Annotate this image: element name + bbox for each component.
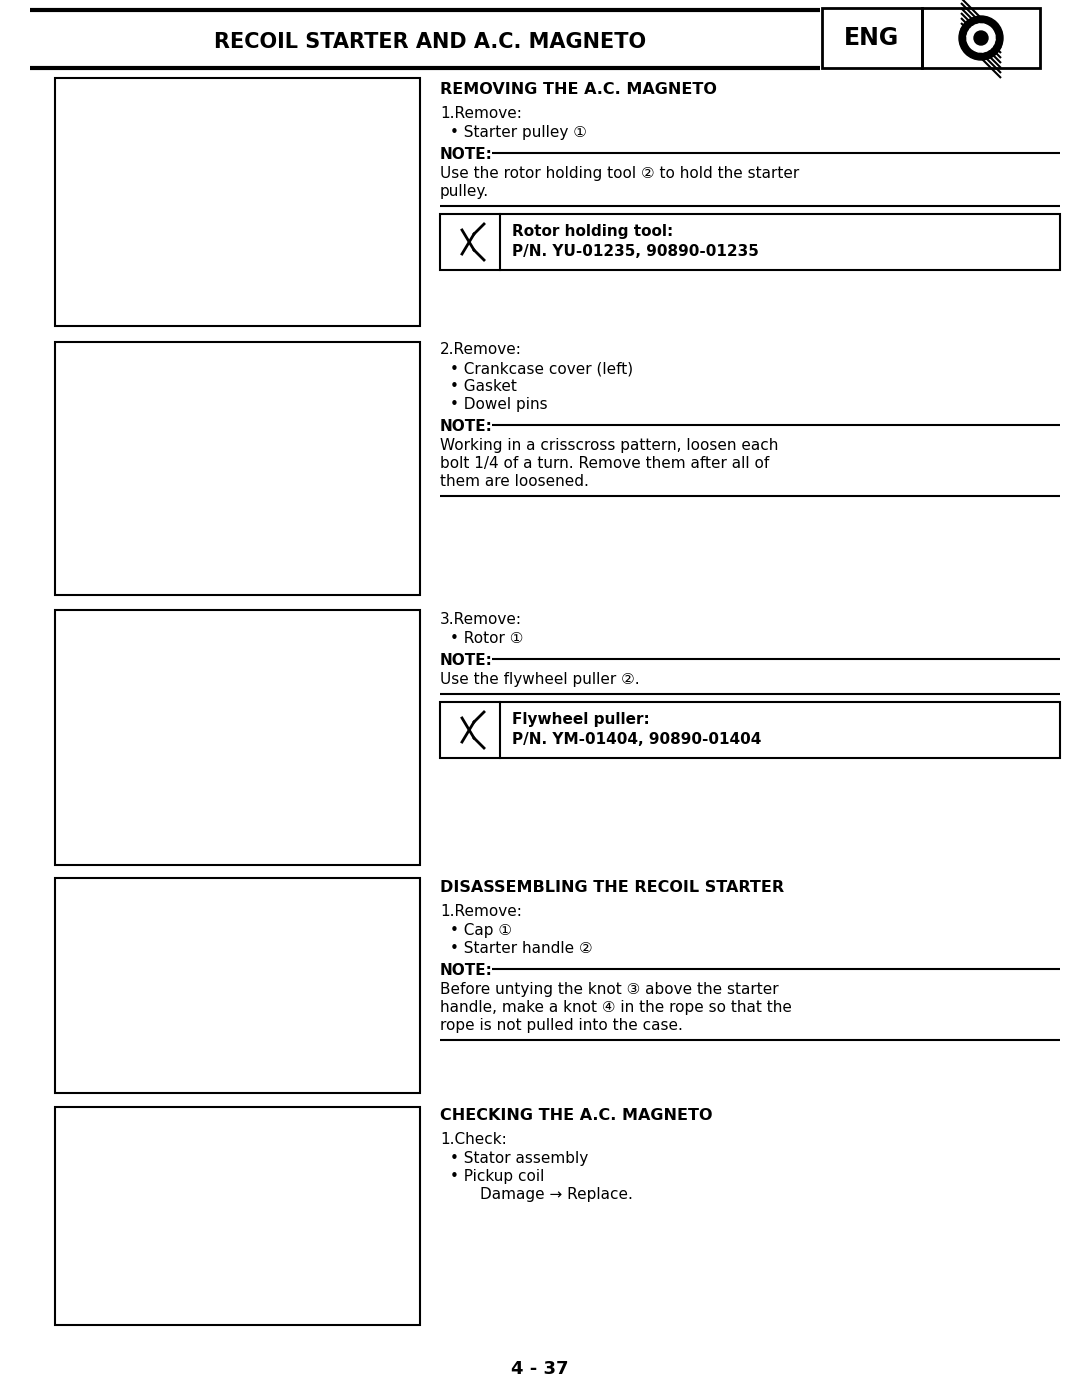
Text: NOTE:: NOTE: — [440, 963, 492, 978]
Bar — [55, 877, 420, 1092]
Text: REMOVING THE A.C. MAGNETO: REMOVING THE A.C. MAGNETO — [440, 82, 717, 96]
Text: Damage → Replace.: Damage → Replace. — [480, 1187, 633, 1201]
Text: DISASSEMBLING THE RECOIL STARTER: DISASSEMBLING THE RECOIL STARTER — [440, 880, 784, 895]
Text: 3.Remove:: 3.Remove: — [440, 612, 522, 627]
Text: Use the rotor holding tool ② to hold the starter: Use the rotor holding tool ② to hold the… — [440, 166, 799, 182]
Text: 1.Check:: 1.Check: — [440, 1132, 507, 1147]
Text: handle, make a knot ④ in the rope so that the: handle, make a knot ④ in the rope so tha… — [440, 1000, 792, 1016]
Circle shape — [967, 24, 995, 52]
Text: NOTE:: NOTE: — [440, 419, 492, 434]
Circle shape — [974, 31, 988, 45]
Text: 2.Remove:: 2.Remove: — [440, 342, 522, 358]
Text: rope is not pulled into the case.: rope is not pulled into the case. — [440, 1018, 683, 1032]
Text: ENG: ENG — [845, 27, 900, 50]
Text: them are loosened.: them are loosened. — [440, 474, 589, 489]
Text: pulley.: pulley. — [440, 184, 489, 198]
Circle shape — [959, 15, 1003, 60]
Text: Rotor holding tool:: Rotor holding tool: — [512, 224, 673, 239]
Text: Use the flywheel puller ②.: Use the flywheel puller ②. — [440, 672, 639, 687]
Circle shape — [967, 24, 995, 52]
Bar — [922, 8, 1040, 68]
Text: • Rotor ①: • Rotor ① — [450, 631, 524, 645]
Text: • Pickup coil: • Pickup coil — [450, 1169, 544, 1185]
Text: RECOIL STARTER AND A.C. MAGNETO: RECOIL STARTER AND A.C. MAGNETO — [214, 32, 646, 52]
Text: NOTE:: NOTE: — [440, 147, 492, 162]
Text: 4 - 37: 4 - 37 — [511, 1361, 569, 1377]
Text: CHECKING THE A.C. MAGNETO: CHECKING THE A.C. MAGNETO — [440, 1108, 713, 1123]
Text: Working in a crisscross pattern, loosen each: Working in a crisscross pattern, loosen … — [440, 439, 779, 453]
Text: Before untying the knot ③ above the starter: Before untying the knot ③ above the star… — [440, 982, 779, 997]
Bar — [440, 214, 1059, 270]
Text: • Starter handle ②: • Starter handle ② — [450, 942, 593, 956]
Bar — [55, 610, 420, 865]
Bar — [822, 8, 922, 68]
Text: • Gasket: • Gasket — [450, 379, 517, 394]
Text: • Cap ①: • Cap ① — [450, 923, 512, 937]
Text: P/N. YU-01235, 90890-01235: P/N. YU-01235, 90890-01235 — [512, 244, 759, 258]
Text: • Starter pulley ①: • Starter pulley ① — [450, 124, 586, 140]
Text: 1.Remove:: 1.Remove: — [440, 106, 522, 122]
Text: • Dowel pins: • Dowel pins — [450, 397, 548, 412]
Circle shape — [974, 31, 988, 45]
Text: bolt 1/4 of a turn. Remove them after all of: bolt 1/4 of a turn. Remove them after al… — [440, 455, 769, 471]
Bar — [55, 1106, 420, 1324]
Text: • Crankcase cover (left): • Crankcase cover (left) — [450, 360, 633, 376]
Bar — [55, 342, 420, 595]
Bar — [440, 703, 1059, 759]
Text: NOTE:: NOTE: — [440, 652, 492, 668]
Text: P/N. YM-01404, 90890-01404: P/N. YM-01404, 90890-01404 — [512, 732, 761, 747]
Text: 1.Remove:: 1.Remove: — [440, 904, 522, 919]
Bar — [55, 78, 420, 326]
Text: Flywheel puller:: Flywheel puller: — [512, 712, 650, 726]
Text: • Stator assembly: • Stator assembly — [450, 1151, 589, 1166]
